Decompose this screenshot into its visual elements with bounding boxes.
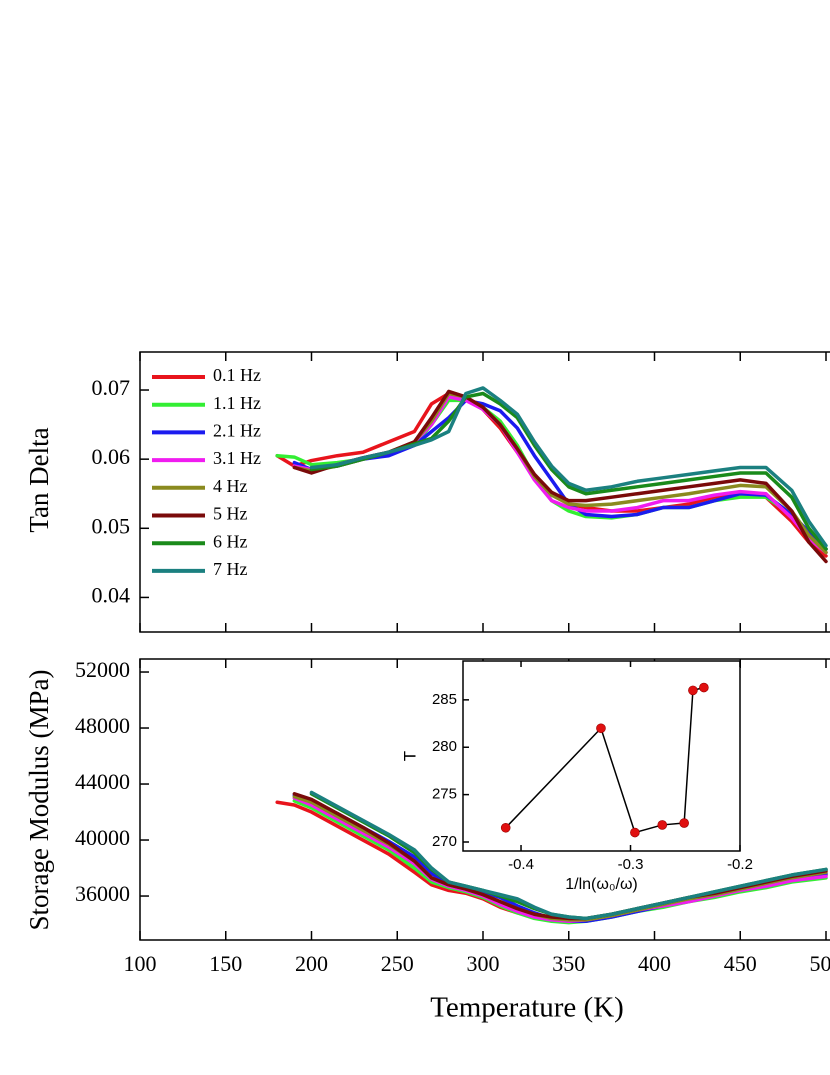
x-tick-label: 300 [467, 951, 500, 976]
x-tick-label: 350 [552, 951, 585, 976]
legend-label: 4 Hz [213, 476, 248, 496]
y-tick-label: 0.04 [92, 582, 131, 607]
legend-label: 2.1 Hz [213, 421, 261, 441]
panel: 100 150 200 250 300 350 400 450 500 36000 40000 440… [75, 657, 830, 976]
inset-chart: -0.4 -0.3 -0.2 270 275 280 285 1/ln(ω₀/ω) T [400, 660, 753, 893]
data-point [688, 685, 698, 696]
x-axis-label: 1/ln(ω₀/ω) [565, 876, 638, 893]
y-tick-label: 0.07 [92, 375, 131, 400]
y-tick-label: 0.06 [92, 444, 131, 469]
y-tick-label: 280 [432, 738, 457, 755]
data-line [309, 386, 828, 548]
panel: 0.04 0.05 0.06 0.07 0.1 Hz 1.1 Hz 2.1 Hz 3.1 Hz… [92, 351, 830, 633]
legend-label: 3.1 Hz [213, 448, 261, 468]
legend-label: 6 Hz [213, 531, 248, 551]
y-tick-label: 285 [432, 691, 457, 708]
y-tick-label: 270 [432, 833, 457, 850]
data-point [500, 822, 511, 833]
y-tick-label: 36000 [75, 881, 130, 906]
x-tick-label: -0.2 [727, 856, 753, 873]
plot-frame [139, 658, 830, 941]
y-tick-label: 275 [432, 786, 457, 803]
x-axis-label: Temperature (K) [430, 992, 624, 1024]
x-tick-label: 150 [209, 951, 242, 976]
y-axis-label: Storage Modulus (MPa) [24, 670, 54, 931]
x-tick-label: 500 [810, 951, 830, 976]
data-point [596, 723, 606, 734]
data-line [292, 398, 828, 551]
x-tick-label: 200 [295, 951, 328, 976]
legend-label: 5 Hz [213, 504, 248, 524]
x-tick-label: 450 [724, 951, 757, 976]
legend-label: 7 Hz [213, 559, 248, 579]
plot-frame [139, 351, 830, 633]
y-axis-label: T [400, 751, 419, 761]
x-tick-label: 250 [381, 951, 414, 976]
legend-label: 0.1 Hz [213, 365, 261, 385]
y-tick-label: 52000 [75, 657, 130, 682]
y-axis-label: Tan Delta [24, 427, 54, 532]
x-tick-label: -0.3 [618, 856, 644, 873]
data-line [309, 790, 828, 921]
x-tick-label: 100 [124, 951, 157, 976]
data-point [657, 820, 668, 830]
y-tick-label: 48000 [75, 713, 130, 738]
y-tick-label: 44000 [75, 769, 130, 794]
data-point [679, 818, 689, 828]
plot-frame [462, 660, 741, 852]
legend-label: 1.1 Hz [213, 393, 261, 413]
y-tick-label: 40000 [75, 825, 130, 850]
data-point [699, 682, 709, 693]
data-line [309, 391, 828, 551]
x-tick-label: -0.4 [508, 856, 534, 873]
y-tick-label: 0.05 [92, 513, 131, 538]
x-tick-label: 400 [638, 951, 671, 976]
data-point [630, 827, 640, 838]
